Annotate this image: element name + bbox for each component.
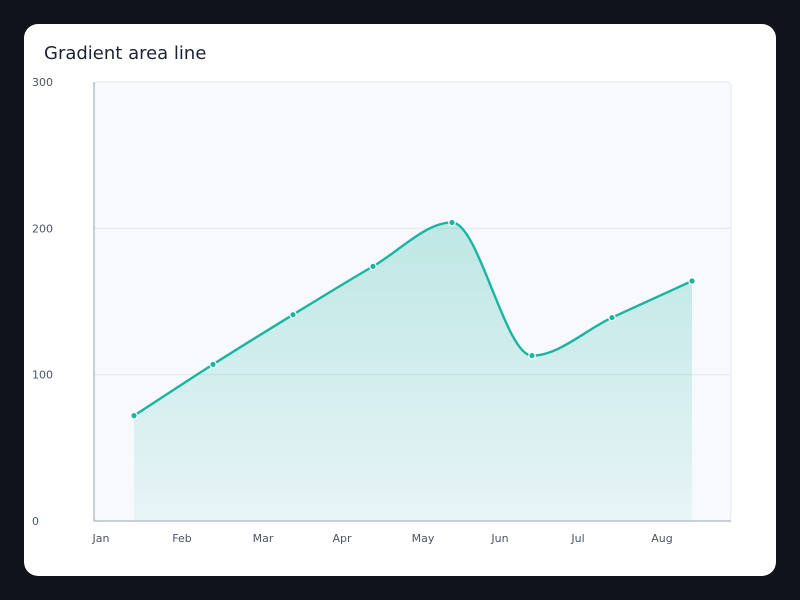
data-point-may [448, 218, 456, 227]
series-line [132, 221, 694, 417]
data-point-aug [688, 277, 696, 285]
x-tick-label-aug: Aug [651, 532, 672, 545]
data-point-jan [130, 411, 138, 420]
y-tick-label-0: 0 [32, 515, 39, 528]
data-point-apr [369, 262, 377, 271]
y-tick-label-200: 200 [32, 222, 53, 235]
x-tick-label-apr: Apr [332, 532, 352, 545]
chart-title: Gradient area line [44, 43, 207, 64]
y-tick-label-300: 300 [32, 76, 53, 89]
data-point-jul [608, 313, 616, 322]
data-point-feb [209, 360, 217, 369]
x-tick-label-mar: Mar [253, 532, 274, 545]
data-point-mar [289, 310, 297, 319]
x-tick-label-may: May [412, 532, 435, 545]
series-area-fill [134, 222, 692, 522]
x-tick-label-jan: Jan [92, 532, 110, 545]
x-tick-label-feb: Feb [172, 532, 191, 545]
x-tick-label-jul: Jul [570, 532, 584, 545]
y-tick-label-100: 100 [32, 369, 53, 382]
data-point-jun [528, 351, 536, 360]
x-tick-label-jun: Jun [490, 532, 508, 545]
